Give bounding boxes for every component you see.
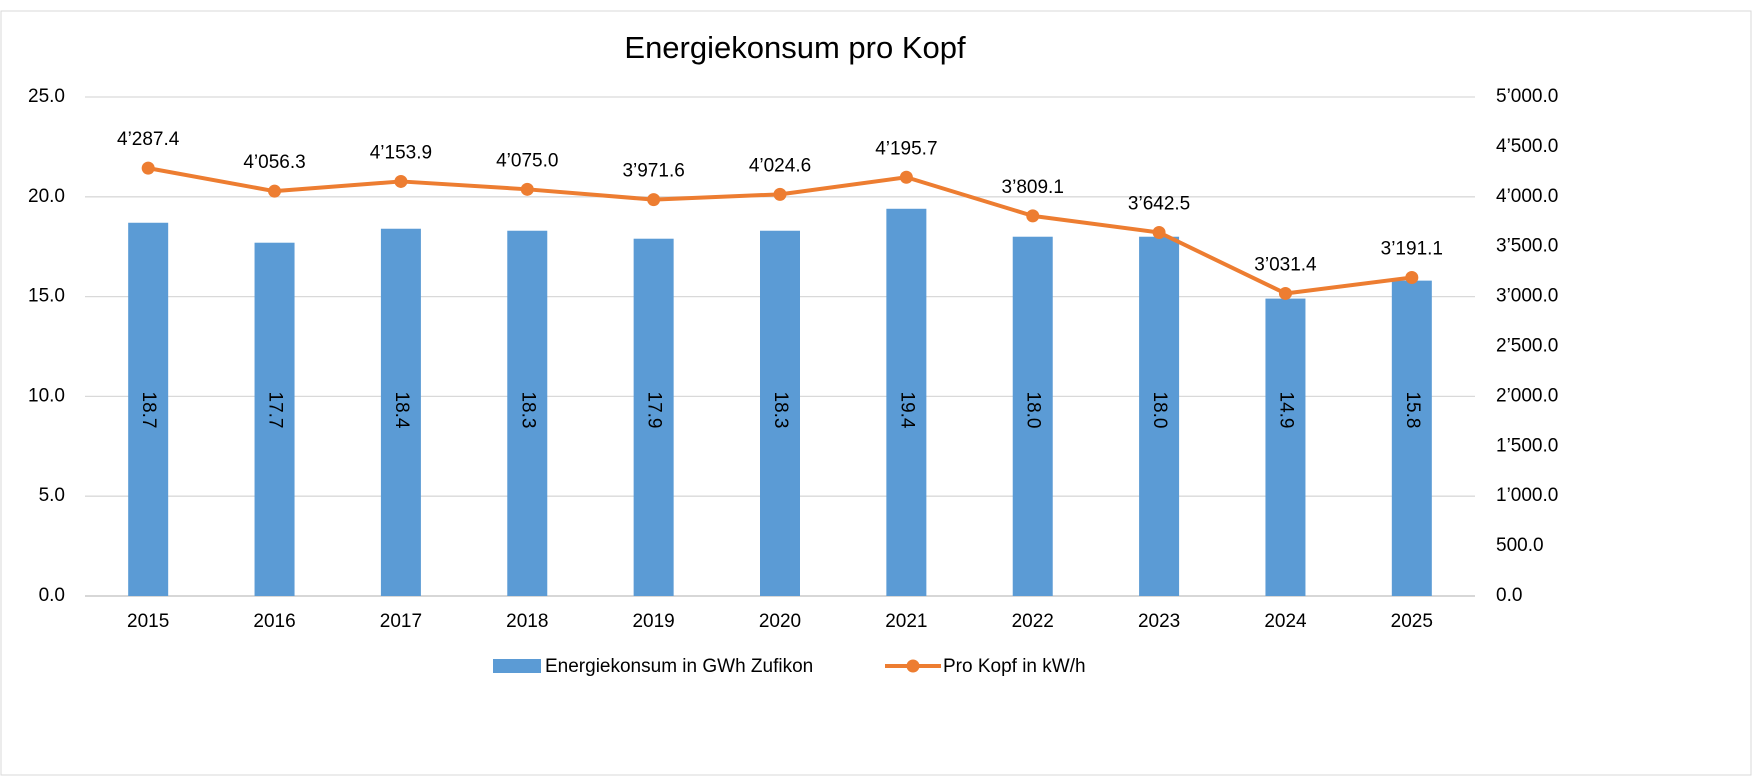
y2-tick-label: 5’000.0 xyxy=(1496,86,1558,107)
line-point xyxy=(141,161,155,175)
y2-tick-label: 3’000.0 xyxy=(1496,286,1558,307)
line-value-label: 3’642.5 xyxy=(1128,193,1190,214)
line-value-label: 4’075.0 xyxy=(496,150,558,171)
y-tick-label: 15.0 xyxy=(28,286,65,307)
line-point xyxy=(647,193,661,207)
line-value-label: 4’153.9 xyxy=(370,142,432,163)
y2-tick-label: 1’500.0 xyxy=(1496,435,1558,456)
x-tick-label: 2023 xyxy=(1138,611,1180,632)
legend-swatch-dot xyxy=(906,659,920,673)
bar xyxy=(633,238,674,596)
bar xyxy=(1012,236,1053,596)
line-point xyxy=(773,187,787,201)
bar xyxy=(380,228,421,596)
x-tick-label: 2020 xyxy=(759,611,801,632)
bar xyxy=(507,230,548,596)
x-tick-label: 2018 xyxy=(506,611,548,632)
bar-value-label: 15.8 xyxy=(1402,392,1423,429)
x-tick-label: 2015 xyxy=(127,611,169,632)
bar-value-label: 14.9 xyxy=(1275,392,1296,429)
line-value-label: 3’191.1 xyxy=(1381,239,1443,260)
bar-value-label: 18.4 xyxy=(391,392,412,429)
line-value-label: 4’195.7 xyxy=(875,138,937,159)
y-tick-label: 25.0 xyxy=(28,86,65,107)
y2-tick-label: 4’000.0 xyxy=(1496,186,1558,207)
bar-value-label: 18.3 xyxy=(517,392,538,429)
bar-value-label: 17.7 xyxy=(265,392,286,429)
x-tick-label: 2017 xyxy=(380,611,422,632)
bar-value-label: 17.9 xyxy=(644,392,665,429)
x-tick-label: 2022 xyxy=(1012,611,1054,632)
y2-tick-label: 4’500.0 xyxy=(1496,136,1558,157)
line-value-label: 3’809.1 xyxy=(1002,177,1064,198)
y-tick-label: 20.0 xyxy=(28,186,65,207)
bar-value-label: 18.0 xyxy=(1023,392,1044,429)
legend-label: Energiekonsum in GWh Zufikon xyxy=(545,656,813,677)
legend-label: Pro Kopf in kW/h xyxy=(943,656,1086,677)
y2-tick-label: 1’000.0 xyxy=(1496,485,1558,506)
legend-swatch xyxy=(493,659,541,673)
line-value-label: 3’971.6 xyxy=(622,161,684,182)
bar xyxy=(1391,280,1432,596)
bar-value-label: 18.0 xyxy=(1149,392,1170,429)
bar xyxy=(1265,298,1306,596)
line-point xyxy=(1405,271,1419,285)
line-value-label: 3’031.4 xyxy=(1254,254,1317,275)
y2-tick-label: 3’500.0 xyxy=(1496,236,1558,257)
line-value-label: 4’024.6 xyxy=(749,155,811,176)
line-point xyxy=(1278,286,1292,300)
line-point xyxy=(1152,225,1166,239)
bar xyxy=(254,242,295,596)
bar-value-label: 18.7 xyxy=(138,392,159,429)
line-point xyxy=(268,184,282,198)
bar-value-label: 18.3 xyxy=(770,392,791,429)
bar xyxy=(128,222,169,597)
y2-tick-label: 2’000.0 xyxy=(1496,385,1558,406)
bar-value-label: 19.4 xyxy=(896,392,917,429)
line-point xyxy=(520,182,534,196)
x-tick-label: 2025 xyxy=(1391,611,1433,632)
line-value-label: 4’056.3 xyxy=(243,152,305,173)
y2-tick-label: 0.0 xyxy=(1496,585,1522,606)
y2-tick-label: 500.0 xyxy=(1496,535,1544,556)
y-tick-label: 5.0 xyxy=(39,485,65,506)
line-value-label: 4’287.4 xyxy=(117,129,180,150)
y-tick-label: 10.0 xyxy=(28,385,65,406)
x-tick-label: 2024 xyxy=(1264,611,1307,632)
y2-tick-label: 2’500.0 xyxy=(1496,336,1558,357)
x-tick-label: 2016 xyxy=(253,611,295,632)
line-point xyxy=(394,174,408,188)
line-point xyxy=(1026,209,1040,223)
bar xyxy=(886,208,927,596)
bar xyxy=(760,230,800,596)
y-tick-label: 0.0 xyxy=(39,585,65,606)
x-tick-label: 2019 xyxy=(632,611,674,632)
chart-title: Energiekonsum pro Kopf xyxy=(624,30,966,65)
bar xyxy=(1139,236,1180,596)
line-point xyxy=(899,170,913,184)
x-tick-label: 2021 xyxy=(885,611,927,632)
